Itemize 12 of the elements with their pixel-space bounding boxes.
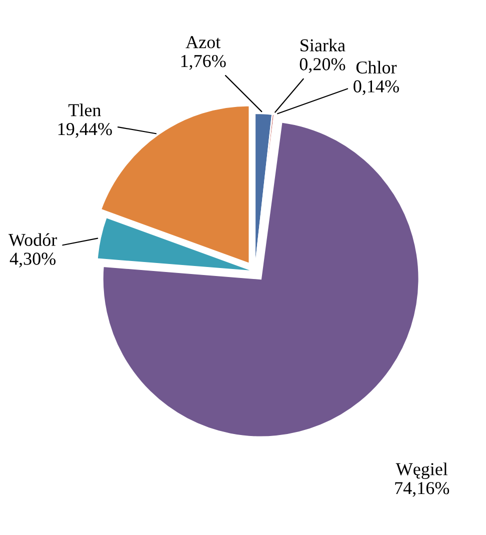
data-label: 0,14% <box>354 80 399 96</box>
data-label: 1,76% <box>181 54 226 70</box>
data-label: 74,16% <box>395 482 450 497</box>
data-label: 4,30% <box>10 252 56 268</box>
slice-label: Chlor <box>356 60 397 74</box>
slice-label: Tlen <box>68 104 101 116</box>
data-label: 0,20% <box>300 58 346 73</box>
slice-label: Azot <box>186 36 221 48</box>
slice-label: Węgiel <box>396 462 448 479</box>
slice-label: Wodór <box>8 233 58 246</box>
data-label: 19,44% <box>58 122 112 138</box>
slice-label: Siarka <box>300 38 346 52</box>
